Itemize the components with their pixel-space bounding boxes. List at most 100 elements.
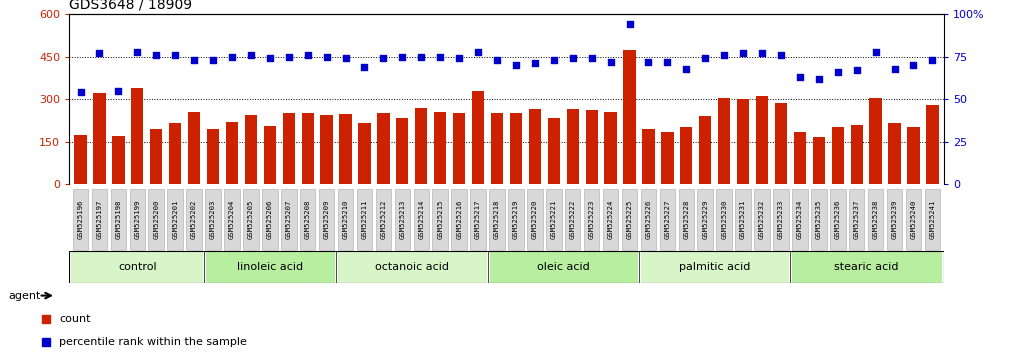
Bar (434, 112, 446, 184)
Point (754, 50, 770, 56)
Bar (320, 115, 333, 184)
Point (167, 52, 183, 58)
Bar (586, 110, 598, 184)
Text: GSM525214: GSM525214 (418, 200, 424, 239)
Text: GSM525233: GSM525233 (778, 200, 784, 239)
Text: GSM525202: GSM525202 (191, 200, 197, 239)
Point (224, 54, 240, 59)
Bar (889, 123, 901, 184)
Bar (151, 129, 163, 184)
Text: control: control (118, 262, 157, 272)
Bar (94, 93, 106, 184)
Point (848, 67, 864, 73)
Bar (793, 132, 806, 184)
Point (489, 57, 505, 63)
Point (621, 22, 638, 27)
Text: GSM525205: GSM525205 (248, 200, 254, 239)
FancyBboxPatch shape (830, 189, 845, 250)
Point (72, 90, 88, 95)
Point (318, 54, 335, 59)
Bar (604, 112, 616, 184)
Bar (926, 105, 939, 184)
Bar (643, 129, 655, 184)
Point (830, 69, 846, 75)
FancyBboxPatch shape (641, 189, 656, 250)
Bar (661, 132, 673, 184)
Bar (775, 103, 787, 184)
FancyBboxPatch shape (906, 189, 921, 250)
Text: GSM525224: GSM525224 (607, 200, 613, 239)
Point (697, 56, 713, 61)
FancyBboxPatch shape (414, 189, 429, 250)
Text: GSM525200: GSM525200 (154, 200, 160, 239)
Text: GSM525234: GSM525234 (797, 200, 802, 239)
Bar (283, 113, 295, 184)
Point (375, 56, 392, 61)
Point (92, 50, 108, 56)
FancyBboxPatch shape (92, 189, 107, 250)
Point (395, 54, 411, 59)
Bar (169, 123, 181, 184)
Point (678, 66, 695, 72)
FancyBboxPatch shape (735, 189, 751, 250)
Bar (377, 113, 390, 184)
Text: GSM525225: GSM525225 (626, 200, 633, 239)
Bar (547, 118, 560, 184)
Text: GSM525238: GSM525238 (873, 200, 879, 239)
Point (507, 62, 524, 68)
FancyBboxPatch shape (319, 189, 335, 250)
FancyBboxPatch shape (224, 189, 240, 250)
Bar (245, 115, 257, 184)
Text: GSM525213: GSM525213 (400, 200, 406, 239)
Text: GSM525198: GSM525198 (115, 200, 121, 239)
Bar (832, 127, 844, 184)
Text: GSM525240: GSM525240 (910, 200, 916, 239)
FancyBboxPatch shape (565, 189, 581, 250)
Text: GSM525221: GSM525221 (551, 200, 556, 239)
Point (451, 56, 467, 61)
Bar (737, 99, 750, 184)
Bar (358, 123, 370, 184)
Bar (870, 98, 882, 184)
Text: GSM525208: GSM525208 (305, 200, 310, 239)
Bar (188, 112, 200, 184)
Text: GSM525222: GSM525222 (570, 200, 576, 239)
Text: GSM525231: GSM525231 (740, 200, 746, 239)
Point (129, 49, 145, 55)
Text: GSM525197: GSM525197 (97, 200, 103, 239)
FancyBboxPatch shape (338, 189, 353, 250)
Text: GSM525223: GSM525223 (589, 200, 595, 239)
Text: GDS3648 / 18909: GDS3648 / 18909 (69, 0, 192, 12)
Text: octanoic acid: octanoic acid (375, 262, 448, 272)
FancyBboxPatch shape (812, 189, 827, 250)
FancyBboxPatch shape (773, 189, 789, 250)
FancyBboxPatch shape (887, 189, 902, 250)
FancyBboxPatch shape (300, 189, 315, 250)
Bar (74, 135, 86, 184)
FancyBboxPatch shape (603, 189, 618, 250)
FancyBboxPatch shape (849, 189, 864, 250)
Bar (397, 118, 409, 184)
FancyBboxPatch shape (357, 189, 372, 250)
Point (811, 76, 827, 81)
Bar (510, 113, 522, 184)
FancyBboxPatch shape (639, 251, 790, 283)
Text: GSM525227: GSM525227 (664, 200, 670, 239)
Text: GSM525212: GSM525212 (380, 200, 386, 239)
FancyBboxPatch shape (336, 251, 487, 283)
FancyBboxPatch shape (71, 251, 203, 283)
Text: GSM525217: GSM525217 (475, 200, 481, 239)
Text: GSM525203: GSM525203 (211, 200, 216, 239)
FancyBboxPatch shape (868, 189, 884, 250)
Bar (623, 50, 636, 184)
FancyBboxPatch shape (129, 189, 145, 250)
Text: linoleic acid: linoleic acid (237, 262, 303, 272)
Point (868, 49, 884, 55)
Text: GSM525218: GSM525218 (494, 200, 500, 239)
FancyBboxPatch shape (262, 189, 278, 250)
Text: GSM525196: GSM525196 (77, 200, 83, 239)
Point (356, 64, 372, 70)
Text: GSM525204: GSM525204 (229, 200, 235, 239)
Bar (529, 109, 541, 184)
Bar (491, 113, 503, 184)
